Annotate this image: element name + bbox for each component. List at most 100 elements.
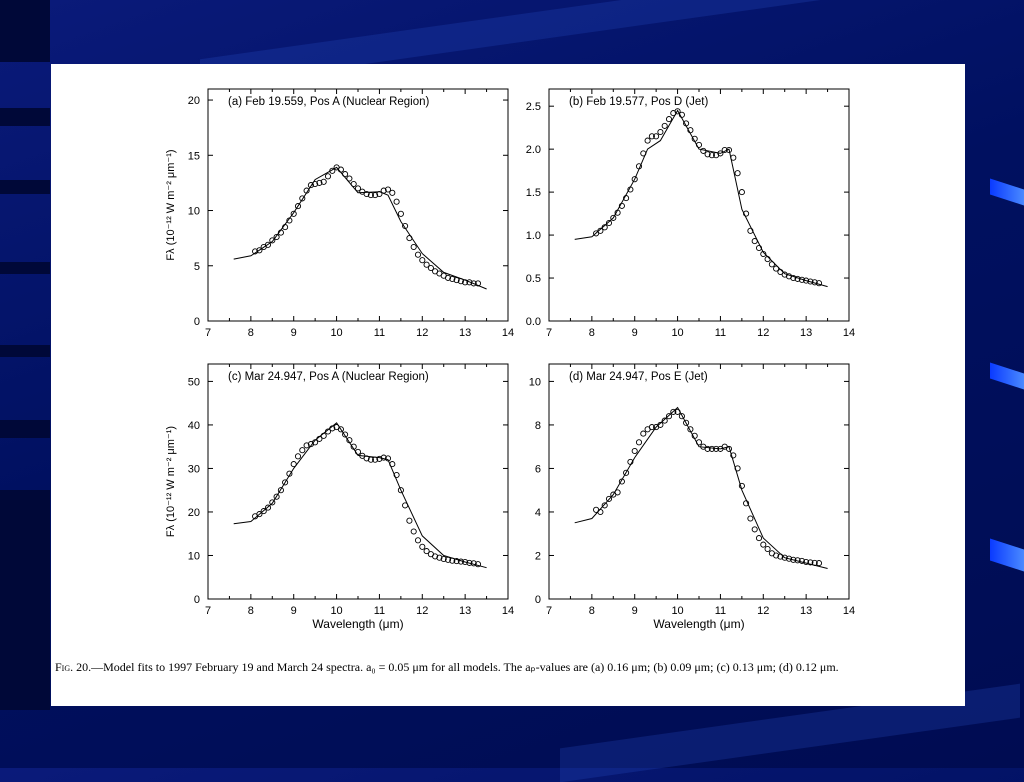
- data-point: [777, 268, 784, 276]
- y-tick-label: 6: [535, 463, 541, 475]
- data-point: [597, 508, 604, 516]
- y-tick-label: 20: [188, 507, 200, 519]
- data-point: [406, 517, 413, 524]
- data-point: [440, 555, 447, 563]
- x-tick-label: 13: [459, 605, 471, 617]
- x-tick-label: 8: [248, 605, 254, 617]
- data-point: [755, 244, 763, 252]
- data-point: [785, 555, 793, 562]
- data-point: [815, 560, 823, 567]
- data-point: [316, 435, 323, 442]
- data-point: [807, 559, 814, 566]
- data-point: [410, 243, 417, 251]
- data-point: [294, 453, 302, 460]
- background-stripe: [0, 262, 50, 274]
- data-point: [354, 185, 362, 192]
- data-point: [324, 173, 332, 180]
- data-point: [393, 198, 400, 205]
- data-point: [768, 261, 775, 268]
- data-point: [644, 137, 651, 144]
- data-point: [444, 556, 452, 563]
- data-point: [329, 425, 336, 432]
- data-point: [342, 171, 349, 178]
- data-point: [691, 135, 698, 142]
- data-point: [764, 256, 771, 263]
- data-point: [661, 122, 668, 129]
- background-stripe: [0, 420, 50, 438]
- data-point: [449, 557, 456, 564]
- x-tick-label: 9: [632, 605, 638, 617]
- plot-frame: [207, 88, 509, 322]
- y-tick-label: 0: [194, 316, 200, 328]
- x-tick-label: 8: [248, 327, 254, 339]
- data-point: [640, 150, 647, 157]
- data-point: [427, 264, 434, 272]
- panel-title: (a) Feb 19.559, Pos A (Nuclear Region): [228, 96, 430, 108]
- data-point: [811, 559, 818, 566]
- y-tick-label: 50: [188, 376, 200, 388]
- x-tick-label: 11: [374, 327, 385, 339]
- data-point: [453, 277, 460, 284]
- background-stripe: [0, 490, 50, 710]
- data-point: [601, 224, 608, 231]
- data-point: [605, 495, 613, 502]
- data-point: [695, 439, 703, 446]
- data-point: [751, 526, 758, 533]
- data-point: [423, 261, 430, 268]
- y-axis-label: Fλ (10⁻¹² W m⁻² μm⁻¹): [165, 426, 177, 537]
- data-point: [470, 280, 477, 287]
- data-point: [683, 120, 690, 127]
- background-stripe: [0, 180, 50, 194]
- data-point: [282, 479, 289, 486]
- x-tick-label: 11: [374, 605, 385, 617]
- data-point: [708, 152, 715, 159]
- data-point: [457, 558, 464, 565]
- chart-panel-b: 7 8 9 10 11 12 13 14 0.0 0.5 1.0 1.5 2.0 2.5 (b) Feb 1…: [526, 88, 855, 339]
- data-point: [661, 417, 668, 424]
- data-point: [269, 499, 276, 506]
- data-point: [627, 458, 634, 465]
- data-point: [372, 192, 379, 199]
- data-point: [350, 443, 357, 450]
- data-point: [290, 210, 297, 217]
- x-tick-label: 11: [715, 327, 726, 339]
- data-point: [773, 265, 780, 272]
- x-tick-label: 7: [205, 605, 211, 617]
- data-point: [687, 426, 694, 433]
- x-tick-label: 8: [589, 605, 595, 617]
- data-point: [466, 559, 473, 566]
- data-point: [648, 133, 655, 140]
- data-point: [730, 452, 737, 459]
- panel-title: (c) Mar 24.947, Pos A (Nuclear Region): [228, 371, 429, 383]
- data-point: [367, 192, 374, 199]
- data-point: [466, 279, 473, 286]
- chart-panel-c: 7 8 9 10 11 12 13 14 0 10 20 30 40 50 (c) Mar 24.947, …: [165, 363, 514, 631]
- x-tick-label: 10: [330, 605, 342, 617]
- data-point: [256, 511, 263, 518]
- model-line: [574, 406, 828, 569]
- data-point: [367, 456, 374, 463]
- data-point: [470, 560, 477, 567]
- data-point: [320, 432, 327, 439]
- data-point: [264, 504, 272, 511]
- data-point: [453, 558, 460, 565]
- data-point: [674, 408, 681, 415]
- data-point: [273, 233, 280, 241]
- x-axis-label: Wavelength (μm): [653, 617, 744, 631]
- data-point: [755, 535, 763, 542]
- data-point: [623, 469, 630, 476]
- data-point: [730, 154, 737, 161]
- data-point: [593, 230, 600, 237]
- background-stripe: [0, 108, 50, 126]
- data-point: [350, 180, 357, 188]
- data-point: [432, 553, 439, 560]
- data-point: [462, 558, 469, 566]
- data-point: [648, 424, 655, 431]
- data-point: [781, 554, 788, 561]
- background-accent: [990, 178, 1024, 206]
- data-point: [760, 250, 767, 258]
- data-point: [717, 150, 724, 157]
- y-tick-label: 40: [188, 420, 200, 432]
- data-point: [303, 442, 310, 449]
- x-tick-label: 7: [546, 327, 552, 339]
